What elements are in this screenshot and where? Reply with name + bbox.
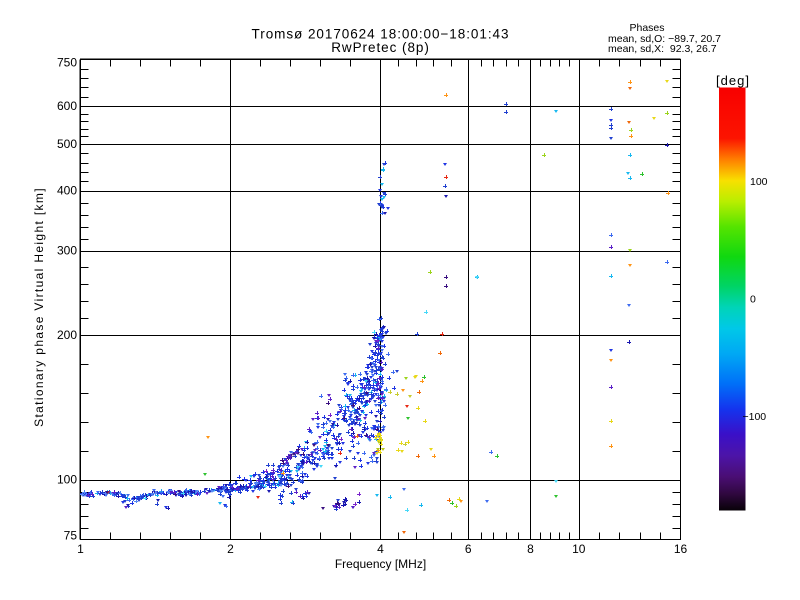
svg-text:6: 6 <box>465 542 472 556</box>
svg-text:300: 300 <box>57 244 77 258</box>
svg-text:mean, sd,O: −89.7, 20.7: mean, sd,O: −89.7, 20.7 <box>608 33 721 45</box>
svg-text:500: 500 <box>57 137 77 151</box>
svg-text:4: 4 <box>377 542 384 556</box>
svg-text:−100: −100 <box>743 411 767 423</box>
svg-text:100: 100 <box>57 473 77 487</box>
svg-text:Frequency [MHz]: Frequency [MHz] <box>335 557 426 571</box>
svg-text:mean, sd,X: 92.3, 26.7: mean, sd,X: 92.3, 26.7 <box>608 43 717 55</box>
svg-text:Stationary phase Virtual Heigh: Stationary phase Virtual Height [km] <box>32 187 46 427</box>
svg-text:Tromsø 20170624 18:00:00−18:01: Tromsø 20170624 18:00:00−18:01:43 <box>252 27 510 42</box>
svg-text:16: 16 <box>674 542 688 556</box>
svg-text:RwPretec (8p): RwPretec (8p) <box>331 40 430 55</box>
svg-text:0: 0 <box>750 294 756 306</box>
svg-text:750: 750 <box>57 56 77 70</box>
svg-text:600: 600 <box>57 99 77 113</box>
svg-text:100: 100 <box>750 176 768 188</box>
svg-text:[deg]: [deg] <box>716 73 750 88</box>
svg-text:200: 200 <box>57 328 77 342</box>
svg-text:1: 1 <box>77 542 84 556</box>
svg-text:400: 400 <box>57 184 77 198</box>
svg-text:Phases: Phases <box>629 22 664 34</box>
svg-text:8: 8 <box>527 542 534 556</box>
svg-text:10: 10 <box>572 542 586 556</box>
svg-text:2: 2 <box>227 542 234 556</box>
svg-text:75: 75 <box>64 529 78 543</box>
